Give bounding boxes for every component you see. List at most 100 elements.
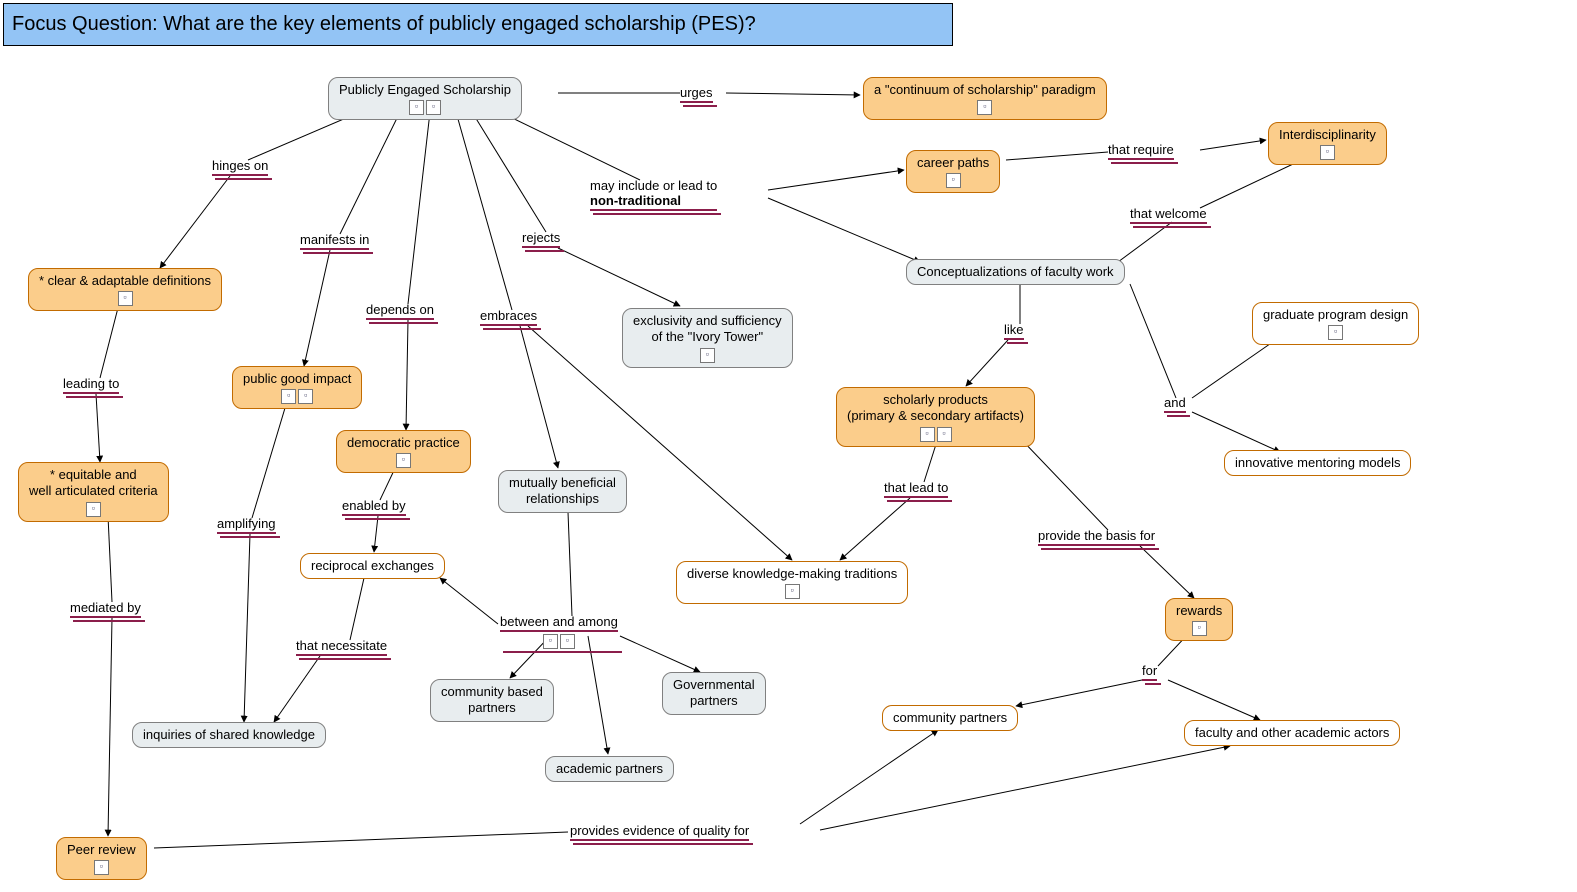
link-for[interactable]: for [1142, 663, 1157, 681]
node-label: * clear & adaptable definitions [39, 273, 211, 288]
link-require[interactable]: that require [1108, 142, 1174, 160]
link-label: for [1142, 663, 1157, 681]
edge [100, 300, 120, 378]
node-gpd[interactable]: graduate program design▫ [1252, 302, 1419, 345]
link-mayinclude[interactable]: may include or lead tonon-traditional [590, 178, 717, 211]
node-exclusivity[interactable]: exclusivity and sufficiency of the "Ivor… [622, 308, 793, 368]
link-label: urges [680, 85, 713, 103]
edge [108, 516, 112, 602]
node-label: academic partners [556, 761, 663, 776]
resource-icon[interactable]: ▫ [977, 100, 992, 115]
node-label: rewards [1176, 603, 1222, 618]
link-label: leading to [63, 376, 119, 394]
edge [568, 512, 572, 616]
resource-icon[interactable]: ▫ [1192, 621, 1207, 636]
link-embraces[interactable]: embraces [480, 308, 537, 326]
node-faculty[interactable]: faculty and other academic actors [1184, 720, 1400, 746]
node-career[interactable]: career paths▫ [906, 150, 1000, 193]
link-and[interactable]: and [1164, 395, 1186, 413]
node-label: Interdisciplinarity [1279, 127, 1376, 142]
node-label: Conceptualizations of faculty work [917, 264, 1114, 279]
resource-icon[interactable]: ▫ [946, 173, 961, 188]
link-between[interactable]: between and among ▫▫ [500, 614, 618, 649]
link-amplifying[interactable]: amplifying [217, 516, 276, 534]
node-clear[interactable]: * clear & adaptable definitions ▫ [28, 268, 222, 311]
resource-icons: ▫ [67, 860, 136, 875]
resource-icon[interactable]: ▫ [118, 291, 133, 306]
node-label: community partners [893, 710, 1007, 725]
resource-icons: ▫ [1263, 325, 1408, 340]
resource-icons: ▫ [687, 584, 897, 599]
resource-icon[interactable]: ▫ [94, 860, 109, 875]
node-label: * equitable and well articulated criteri… [29, 467, 158, 498]
node-publicgood[interactable]: public good impact▫▫ [232, 366, 362, 409]
edge [768, 198, 920, 262]
node-innov[interactable]: innovative mentoring models [1224, 450, 1411, 476]
link-welcome[interactable]: that welcome [1130, 206, 1207, 224]
edge [800, 730, 938, 824]
resource-icon[interactable]: ▫ [426, 100, 441, 115]
node-cbp[interactable]: community based partners [430, 679, 554, 722]
resource-icon[interactable]: ▫ [396, 453, 411, 468]
link-label: manifests in [300, 232, 369, 250]
resource-icon[interactable]: ▫ [543, 634, 558, 649]
link-evidence[interactable]: provides evidence of quality for [570, 823, 749, 841]
resource-icon[interactable]: ▫ [86, 502, 101, 517]
node-peer[interactable]: Peer review▫ [56, 837, 147, 880]
link-urges[interactable]: urges [680, 85, 713, 103]
resource-icon[interactable]: ▫ [298, 389, 313, 404]
resource-icon[interactable]: ▫ [920, 427, 935, 442]
link-label: and [1164, 395, 1186, 413]
link-rejects[interactable]: rejects [522, 230, 560, 248]
node-label: democratic practice [347, 435, 460, 450]
edge [520, 326, 558, 468]
node-label: mutually beneficial relationships [509, 475, 616, 506]
node-scholarly[interactable]: scholarly products (primary & secondary … [836, 387, 1035, 447]
link-thatlead[interactable]: that lead to [884, 480, 948, 498]
link-label: between and among [500, 614, 618, 632]
node-diverse[interactable]: diverse knowledge-making traditions▫ [676, 561, 908, 604]
link-label: amplifying [217, 516, 276, 534]
node-recip[interactable]: reciprocal exchanges [300, 553, 445, 579]
link-leading[interactable]: leading to [63, 376, 119, 394]
edge [108, 618, 112, 836]
node-interdisc[interactable]: Interdisciplinarity ▫ [1268, 122, 1387, 165]
node-compart[interactable]: community partners [882, 705, 1018, 731]
link-mediated[interactable]: mediated by [70, 600, 141, 618]
link-hinges[interactable]: hinges on [212, 158, 268, 176]
node-pes[interactable]: Publicly Engaged Scholarship▫▫ [328, 77, 522, 120]
edge [1006, 152, 1108, 160]
node-label: innovative mentoring models [1235, 455, 1400, 470]
link-like[interactable]: like [1004, 322, 1024, 340]
edge [472, 112, 546, 232]
edge [1192, 412, 1280, 452]
resource-icon[interactable]: ▫ [281, 389, 296, 404]
resource-icon[interactable]: ▫ [409, 100, 424, 115]
node-rewards[interactable]: rewards ▫ [1165, 598, 1233, 641]
resource-icons: ▫▫ [500, 634, 618, 649]
link-depends[interactable]: depends on [366, 302, 434, 320]
edge [588, 636, 608, 754]
node-inquiries[interactable]: inquiries of shared knowledge [132, 722, 326, 748]
link-enabled[interactable]: enabled by [342, 498, 406, 516]
resource-icon[interactable]: ▫ [937, 427, 952, 442]
node-cfw[interactable]: Conceptualizations of faculty work [906, 259, 1125, 285]
resource-icon[interactable]: ▫ [785, 584, 800, 599]
link-basis[interactable]: provide the basis for [1038, 528, 1155, 546]
link-label: that lead to [884, 480, 948, 498]
node-mutual[interactable]: mutually beneficial relationships [498, 470, 627, 513]
edge [1020, 438, 1108, 530]
node-continuum[interactable]: a "continuum of scholarship" paradigm▫ [863, 77, 1107, 120]
resource-icon[interactable]: ▫ [1328, 325, 1343, 340]
node-acad[interactable]: academic partners [545, 756, 674, 782]
link-label: that necessitate [296, 638, 387, 656]
link-manifests[interactable]: manifests in [300, 232, 369, 250]
resource-icon[interactable]: ▫ [1320, 145, 1335, 160]
resource-icon[interactable]: ▫ [560, 634, 575, 649]
node-gov[interactable]: Governmental partners [662, 672, 766, 715]
link-necessitate[interactable]: that necessitate [296, 638, 387, 656]
resource-icon[interactable]: ▫ [700, 348, 715, 363]
node-equitable[interactable]: * equitable and well articulated criteri… [18, 462, 169, 522]
edge [406, 320, 408, 430]
node-democratic[interactable]: democratic practice ▫ [336, 430, 471, 473]
